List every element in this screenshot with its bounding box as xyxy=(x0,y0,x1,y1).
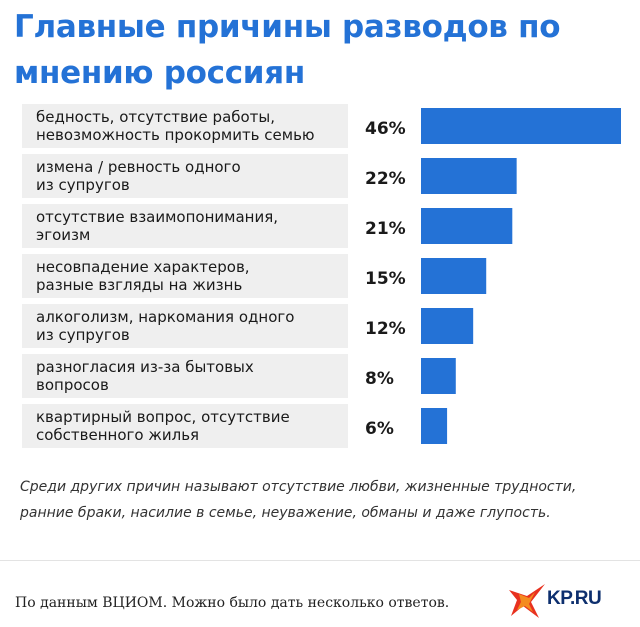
value-label: 8% xyxy=(365,369,394,389)
category-label-line: разные взгляды на жизнь xyxy=(36,276,242,294)
bar xyxy=(421,208,513,244)
category-label-line: отсутствие взаимопонимания, xyxy=(36,208,278,226)
category-label: алкоголизм, наркомания одного из супругов xyxy=(36,308,294,344)
kp-logo-text: KP.RU xyxy=(547,588,602,609)
bar-chart: бедность, отсутствие работы, невозможност… xyxy=(22,104,621,448)
bar-row: разногласия из-за бытовых вопросов 8% xyxy=(22,354,456,398)
kp-logo[interactable]: KP.RU xyxy=(505,580,630,622)
category-label-box xyxy=(22,254,348,298)
bar-row: бедность, отсутствие работы, невозможност… xyxy=(22,104,621,148)
bar-row: квартирный вопрос, отсутствие собственног… xyxy=(22,404,448,448)
bar-row: несовпадение характеров, разные взгляды н… xyxy=(22,254,487,298)
category-label-line: измена / ревность одного xyxy=(36,158,241,176)
value-label: 6% xyxy=(365,419,394,439)
value-label: 22% xyxy=(365,169,406,189)
bar xyxy=(421,358,456,394)
category-label-line: бедность, отсутствие работы, xyxy=(36,108,275,126)
category-label: измена / ревность одного из супругов xyxy=(36,158,241,194)
category-label-box xyxy=(22,354,348,398)
bar xyxy=(421,108,621,144)
category-label-box xyxy=(22,304,348,348)
footnote-text: Среди других причин называют отсутствие … xyxy=(20,479,577,521)
category-label-line: разногласия из-за бытовых xyxy=(36,358,254,376)
bar-row: измена / ревность одного из супругов 22% xyxy=(22,154,517,198)
bar xyxy=(421,258,487,294)
bar xyxy=(421,158,517,194)
value-label: 46% xyxy=(365,119,406,139)
category-label-line: собственного жилья xyxy=(36,426,199,444)
value-label: 21% xyxy=(365,219,406,239)
category-label-line: из супругов xyxy=(36,326,130,344)
category-label-line: невозможность прокормить семью xyxy=(36,126,315,144)
category-label: разногласия из-за бытовых вопросов xyxy=(36,358,254,394)
category-label: отсутствие взаимопонимания, эгоизм xyxy=(36,208,278,244)
bar-row: отсутствие взаимопонимания, эгоизм 21% xyxy=(22,204,513,248)
bar-row: алкоголизм, наркомания одного из супругов… xyxy=(22,304,474,348)
category-label-line: из супругов xyxy=(36,176,130,194)
category-label-line: эгоизм xyxy=(36,226,90,244)
category-label: бедность, отсутствие работы, невозможност… xyxy=(36,108,315,144)
footer-divider xyxy=(0,560,640,561)
chart-title: Главные причины разводов по мнению росси… xyxy=(14,9,561,91)
category-label-line: квартирный вопрос, отсутствие xyxy=(36,408,290,426)
bar xyxy=(421,308,474,344)
bar xyxy=(421,408,448,444)
category-label-box xyxy=(22,204,348,248)
kp-star-icon xyxy=(509,584,545,618)
category-label: несовпадение характеров, разные взгляды н… xyxy=(36,258,250,294)
category-label: квартирный вопрос, отсутствие собственног… xyxy=(36,408,290,444)
value-label: 15% xyxy=(365,269,406,289)
category-label-line: алкоголизм, наркомания одного xyxy=(36,308,294,326)
category-label-box xyxy=(22,154,348,198)
value-label: 12% xyxy=(365,319,406,339)
category-label-line: вопросов xyxy=(36,376,109,394)
category-label-box xyxy=(22,404,348,448)
category-label-box xyxy=(22,104,348,148)
source-text: По данным ВЦИОМ. Можно было дать несколь… xyxy=(15,595,450,611)
category-label-line: несовпадение характеров, xyxy=(36,258,250,276)
